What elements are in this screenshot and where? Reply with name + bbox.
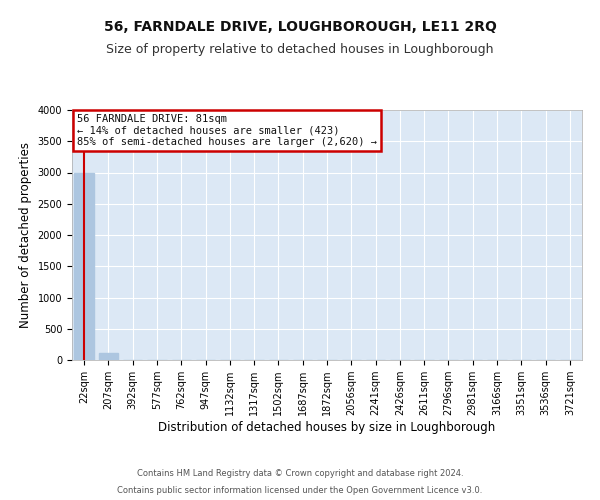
Bar xyxy=(99,353,118,360)
Text: 56 FARNDALE DRIVE: 81sqm
← 14% of detached houses are smaller (423)
85% of semi-: 56 FARNDALE DRIVE: 81sqm ← 14% of detach… xyxy=(77,114,377,147)
Bar xyxy=(74,174,94,360)
Text: Contains public sector information licensed under the Open Government Licence v3: Contains public sector information licen… xyxy=(118,486,482,495)
Text: Size of property relative to detached houses in Loughborough: Size of property relative to detached ho… xyxy=(106,42,494,56)
Text: Contains HM Land Registry data © Crown copyright and database right 2024.: Contains HM Land Registry data © Crown c… xyxy=(137,468,463,477)
Y-axis label: Number of detached properties: Number of detached properties xyxy=(19,142,32,328)
X-axis label: Distribution of detached houses by size in Loughborough: Distribution of detached houses by size … xyxy=(158,421,496,434)
Text: 56, FARNDALE DRIVE, LOUGHBOROUGH, LE11 2RQ: 56, FARNDALE DRIVE, LOUGHBOROUGH, LE11 2… xyxy=(104,20,496,34)
